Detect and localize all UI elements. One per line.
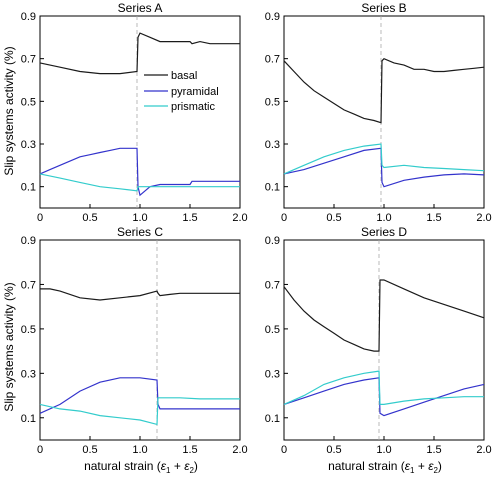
x-label-epsilon-1: ε bbox=[405, 459, 411, 473]
x-axis-label-left: natural strain (ε1 + ε2) bbox=[84, 459, 198, 475]
series-line-prismatic bbox=[39, 173, 240, 192]
x-tick-label: 1.0 bbox=[132, 444, 147, 456]
x-label-sub-1: 1 bbox=[166, 466, 171, 475]
x-tick-label: 1.5 bbox=[426, 444, 441, 456]
series-line-basal bbox=[40, 288, 240, 301]
y-tick-label: 0.5 bbox=[265, 96, 280, 108]
chart-panel-4: Series D 0 0.5 1.0 1.5 2.0 0.1 0.3 0.5 0.7 0.9 bbox=[265, 225, 492, 456]
x-tick-label: 2.0 bbox=[476, 444, 491, 456]
y-tick-label: 0.5 bbox=[21, 324, 36, 336]
y-tick-label: 0.3 bbox=[265, 368, 280, 380]
y-tick-label: 0.9 bbox=[265, 235, 280, 247]
y-tick-label: 0.7 bbox=[265, 54, 280, 66]
x-axis-label-right: natural strain (ε1 + ε2) bbox=[328, 459, 442, 475]
x-tick-label: 0 bbox=[281, 212, 287, 224]
x-label-close: ) bbox=[438, 459, 442, 473]
legend: basal pyramidal prismatic bbox=[144, 70, 219, 113]
y-tick-label: 0.9 bbox=[21, 11, 36, 23]
x-tick-label: 0.5 bbox=[82, 212, 97, 224]
y-tick-label: 0.1 bbox=[21, 413, 36, 425]
y-tick-label: 0.3 bbox=[265, 139, 280, 151]
y-tick-label: 0.5 bbox=[21, 96, 36, 108]
x-label-sub-1: 1 bbox=[410, 466, 415, 475]
series-line-pyramidal bbox=[39, 147, 240, 197]
series-line-basal bbox=[283, 57, 485, 124]
x-label-text: natural strain ( bbox=[84, 459, 161, 473]
chart-panel-2: Series B 0 0.5 1.0 1.5 2.0 0.1 0.3 0.5 0.7 0.9 bbox=[265, 1, 492, 224]
x-label-sub-2: 2 bbox=[189, 466, 194, 475]
y-tick-label: 0.9 bbox=[265, 11, 280, 23]
series-line-pyramidal bbox=[283, 377, 485, 417]
y-axis-label-bottom: Slip systems activity (%) bbox=[2, 282, 16, 411]
series-line-basal bbox=[39, 32, 240, 75]
series-line-prismatic bbox=[283, 370, 484, 405]
legend-label-basal: basal bbox=[171, 70, 197, 82]
series-line-pyramidal bbox=[283, 147, 485, 188]
y-tick-label: 0.1 bbox=[21, 182, 36, 194]
x-tick-label: 1.0 bbox=[132, 212, 147, 224]
y-tick-label: 0.7 bbox=[21, 54, 36, 66]
chart-title: Series B bbox=[361, 1, 406, 15]
panels: Series A0 0.5 1.0 1.5 2.00.10.30.50.70.9Seri… bbox=[21, 1, 492, 456]
series-line-prismatic bbox=[39, 397, 240, 426]
x-tick-label: 1.5 bbox=[426, 212, 441, 224]
x-tick-label: 0 bbox=[37, 444, 43, 456]
x-tick-label: 2.0 bbox=[232, 444, 247, 456]
y-tick-label: 0.1 bbox=[265, 413, 280, 425]
y-tick-label: 0.7 bbox=[21, 279, 36, 291]
x-tick-label: 0 bbox=[37, 212, 43, 224]
x-tick-label: 0.5 bbox=[82, 444, 97, 456]
x-label-epsilon-1: ε bbox=[161, 459, 167, 473]
x-tick-label: 0.5 bbox=[326, 212, 341, 224]
x-label-sub-2: 2 bbox=[433, 466, 438, 475]
x-label-plus: + bbox=[415, 459, 429, 473]
x-label-text: natural strain ( bbox=[328, 459, 405, 473]
series-line-basal bbox=[283, 279, 485, 352]
x-tick-label: 1.0 bbox=[376, 212, 391, 224]
y-tick-label: 0.3 bbox=[21, 139, 36, 151]
legend-label-prismatic: prismatic bbox=[171, 101, 216, 113]
y-axis-label-top: Slip systems activity (%) bbox=[2, 46, 16, 175]
x-label-plus: + bbox=[171, 459, 185, 473]
x-label-epsilon-2: ε bbox=[428, 459, 434, 473]
y-tick-label: 0.5 bbox=[265, 324, 280, 336]
series-line-pyramidal bbox=[39, 377, 240, 414]
chart-title: Series C bbox=[117, 225, 163, 239]
legend-label-pyramidal: pyramidal bbox=[171, 86, 219, 98]
x-tick-label: 1.5 bbox=[182, 212, 197, 224]
x-tick-label: 1.0 bbox=[376, 444, 391, 456]
chart-title: Series D bbox=[361, 225, 407, 239]
x-label-close: ) bbox=[194, 459, 198, 473]
x-tick-label: 0.5 bbox=[326, 444, 341, 456]
chart-title: Series A bbox=[118, 1, 163, 15]
y-tick-label: 0.7 bbox=[265, 279, 280, 291]
x-tick-label: 2.0 bbox=[476, 212, 491, 224]
plot-frame bbox=[283, 239, 485, 441]
chart-panel-1: Series A 0 0.5 1.0 1.5 2.0 0.1 0.3 0.5 0.7 0.9 bbox=[21, 1, 248, 224]
chart-panel-3: Series C 0 0.5 1.0 1.5 2.0 0.1 0.3 0.5 0.7 0.9 bbox=[21, 225, 248, 456]
x-tick-label: 1.5 bbox=[182, 444, 197, 456]
x-tick-label: 0 bbox=[281, 444, 287, 456]
y-tick-label: 0.3 bbox=[21, 368, 36, 380]
x-label-epsilon-2: ε bbox=[184, 459, 190, 473]
series-line-prismatic bbox=[283, 143, 485, 175]
x-tick-label: 2.0 bbox=[232, 212, 247, 224]
y-tick-label: 0.9 bbox=[21, 235, 36, 247]
plot-frame bbox=[283, 15, 485, 209]
y-tick-label: 0.1 bbox=[265, 182, 280, 194]
